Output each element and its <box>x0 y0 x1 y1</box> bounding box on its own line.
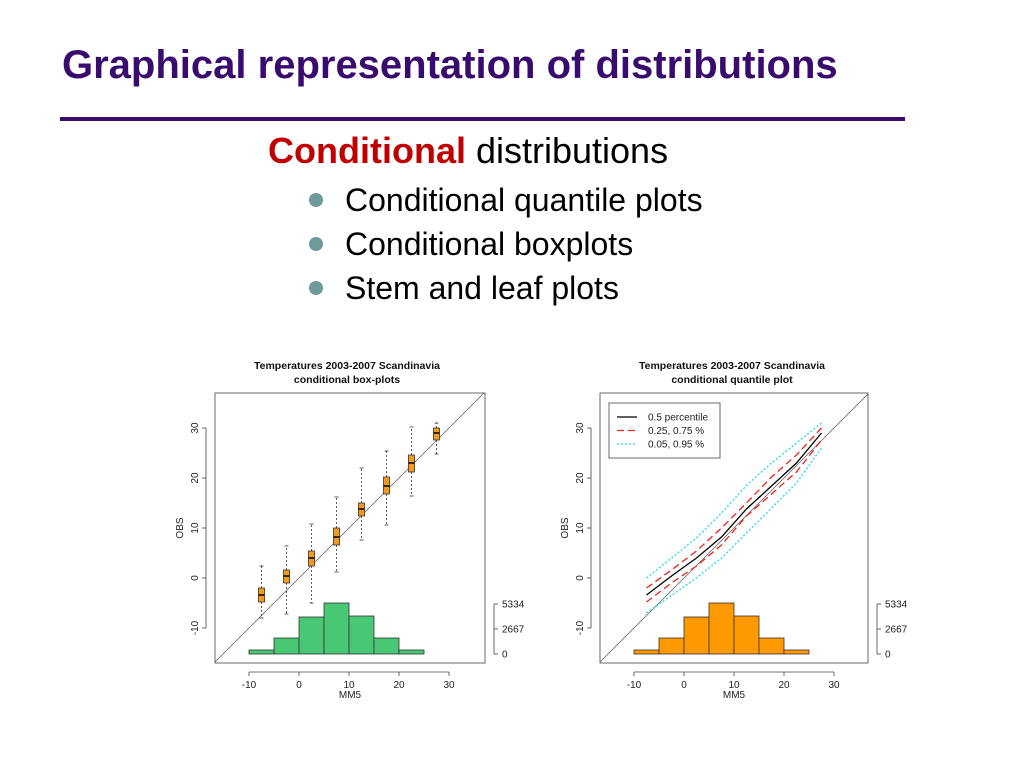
bullet-text: Stem and leaf plots <box>345 270 619 306</box>
quantile-line <box>646 427 822 589</box>
box <box>433 427 440 441</box>
x-axis-label: MM5 <box>339 690 362 701</box>
y-axis-label: OBS <box>175 517 186 538</box>
bullet-text: Conditional boxplots <box>345 226 633 262</box>
histogram-bar <box>398 649 425 655</box>
legend-box <box>608 402 721 459</box>
y-tick-label: -10 <box>575 620 586 635</box>
chart-title: conditional box-plots <box>294 374 400 386</box>
quantile-line <box>646 447 823 614</box>
y-tick-label: 10 <box>575 522 586 534</box>
y-tick-label: 0 <box>575 575 586 581</box>
slide-title: Graphical representation of distribution… <box>62 43 838 87</box>
x-tick-label: -10 <box>242 680 257 691</box>
histogram-bar <box>683 616 710 655</box>
chart-title: Temperatures 2003-2007 Scandinavia <box>254 360 440 372</box>
x-tick-label: 0 <box>296 680 302 691</box>
histogram-bar <box>248 649 275 655</box>
y-tick-label: -10 <box>190 620 201 635</box>
y-tick-label: 10 <box>190 522 201 534</box>
bullet-dot <box>309 237 323 251</box>
reference-line <box>599 393 869 663</box>
bullet-dot <box>309 193 323 207</box>
chart-title: Temperatures 2003-2007 Scandinavia <box>639 360 825 372</box>
legend-label: 0.05, 0.95 % <box>648 440 704 451</box>
y2-tick-label: 2667 <box>885 625 908 636</box>
bullet-text: Conditional quantile plots <box>345 182 703 218</box>
y-axis-label: OBS <box>560 517 571 538</box>
histogram-bar <box>733 615 760 655</box>
subtitle: Conditional distributions <box>268 130 668 171</box>
y-tick-label: 30 <box>575 422 586 434</box>
legend-label: 0.5 percentile <box>648 413 708 424</box>
subtitle-emphasis: Conditional <box>268 130 466 171</box>
x-axis-label: MM5 <box>723 690 746 701</box>
histogram-bar <box>323 602 350 655</box>
quantile-line <box>646 432 822 596</box>
y2-tick-label: 2667 <box>502 625 525 636</box>
histogram-bar <box>273 637 300 655</box>
x-tick-label: 30 <box>828 680 840 691</box>
x-tick-label: 10 <box>343 680 355 691</box>
histogram-bar <box>373 637 400 655</box>
y2-tick-label: 0 <box>885 650 891 661</box>
y2-tick-label: 5334 <box>502 600 525 611</box>
y-tick-label: 0 <box>190 575 201 581</box>
quantile-line <box>646 439 823 603</box>
y2-tick-label: 0 <box>502 650 508 661</box>
y-tick-label: 20 <box>190 472 201 484</box>
x-tick-label: 20 <box>778 680 790 691</box>
plot-frame <box>214 392 486 664</box>
histogram-bar <box>348 615 375 655</box>
plot-frame <box>599 392 869 664</box>
histogram-bar <box>658 637 685 655</box>
quantile-line <box>646 422 822 579</box>
histogram-bar <box>298 616 325 655</box>
histogram-bar <box>633 649 660 655</box>
legend-label: 0.25, 0.75 % <box>648 426 704 437</box>
y2-tick-label: 5334 <box>885 600 908 611</box>
histogram-bar <box>783 649 810 655</box>
y-tick-label: 20 <box>575 472 586 484</box>
x-tick-label: 10 <box>728 680 740 691</box>
chart-title: conditional quantile plot <box>671 374 793 386</box>
x-tick-label: 0 <box>681 680 687 691</box>
histogram-bar <box>758 637 785 655</box>
x-tick-label: -10 <box>627 680 642 691</box>
y-tick-label: 30 <box>190 422 201 434</box>
histogram-bar <box>708 602 735 655</box>
bullet-dot <box>309 281 323 295</box>
x-tick-label: 30 <box>443 680 455 691</box>
x-tick-label: 20 <box>393 680 405 691</box>
subtitle-rest: distributions <box>476 130 668 171</box>
